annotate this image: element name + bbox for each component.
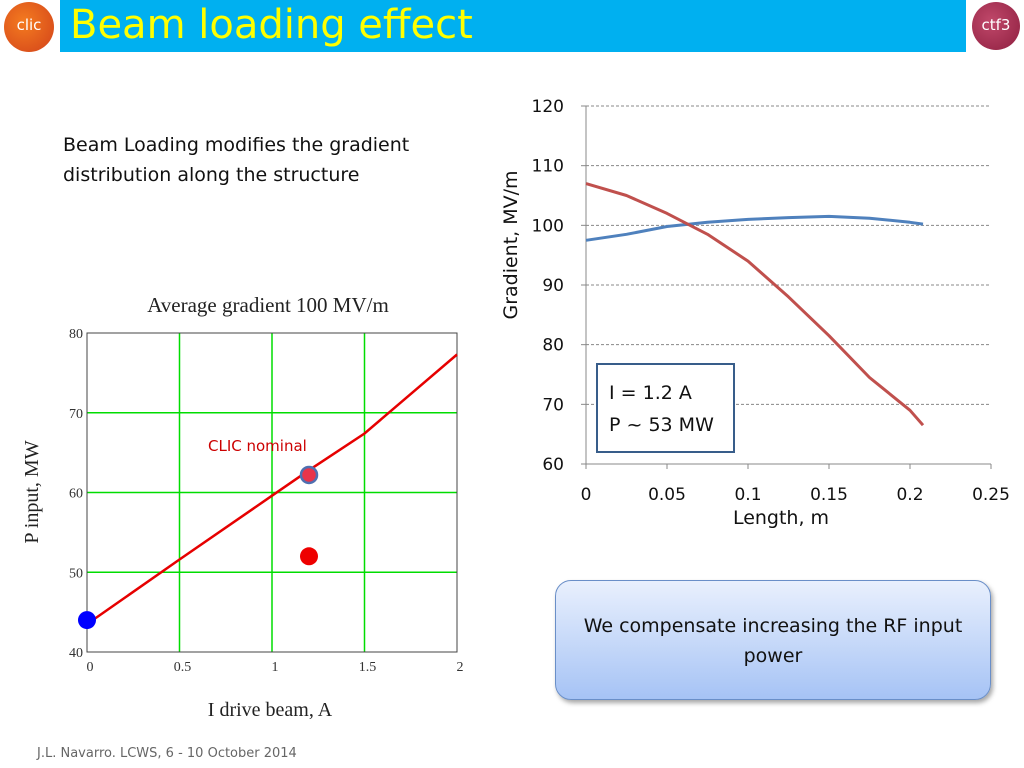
left-x-tick-label: 0: [87, 660, 94, 675]
ctf3-logo: ctf3: [972, 2, 1020, 50]
right-x-tick-label: 0.2: [896, 485, 923, 505]
right-y-tick-label: 120: [532, 97, 564, 117]
left-x-tick-label: 1: [272, 660, 279, 675]
right-x-tick-label: 0.05: [648, 485, 686, 505]
right-y-tick-label: 110: [532, 157, 564, 177]
left-y-tick-label: 70: [69, 407, 83, 422]
left-data-point: [299, 465, 319, 485]
left-chart-title: Average gradient 100 MV/m: [147, 293, 389, 317]
legend-box: I = 1.2 A P ~ 53 MW: [596, 363, 735, 453]
legend-line-power: P ~ 53 MW: [609, 414, 714, 436]
right-y-tick-label: 60: [542, 455, 564, 475]
left-x-tick-label: 2: [457, 660, 464, 675]
right-series-line: [585, 214, 924, 242]
left-series-line: [86, 353, 458, 626]
left-plot-frame: [86, 332, 458, 653]
left-x-tick-label: 0.5: [174, 660, 192, 675]
right-x-tick-label: 0: [581, 485, 592, 505]
right-y-tick-label: 100: [532, 216, 564, 236]
left-y-tick-label: 40: [69, 646, 83, 661]
left-y-tick-label: 50: [69, 566, 83, 581]
right-y-axis-label: Gradient, MV/m: [500, 170, 522, 319]
left-x-tick-label: 1.5: [359, 660, 377, 675]
right-x-axis-label: Length, m: [733, 507, 829, 529]
left-data-point: [300, 547, 318, 566]
left-grid: [87, 333, 457, 652]
callout-box: We compensate increasing the RF input po…: [555, 580, 991, 700]
slide-title: Beam loading effect: [70, 2, 473, 48]
left-y-axis-label: P input, MW: [21, 440, 43, 543]
left-points: [78, 465, 319, 630]
intro-text: Beam Loading modifies the gradient distr…: [63, 134, 410, 186]
right-ticks: 60 70 80 90 100 110 120 0 0.05 0.1 0.15 0.2 0.25: [532, 97, 1010, 505]
right-grid: [581, 105, 992, 469]
left-frame: [86, 332, 458, 653]
right-y-tick-label: 90: [542, 276, 564, 296]
left-series: [86, 353, 458, 626]
left-data-point: [78, 611, 96, 630]
right-series: [585, 182, 925, 427]
right-y-tick-label: 70: [542, 395, 564, 415]
right-x-tick-label: 0.15: [810, 485, 848, 505]
clic-nominal-label: CLIC nominal: [208, 437, 307, 455]
title-bar: Beam loading effect: [60, 0, 966, 52]
right-x-tick-label: 0.1: [734, 485, 761, 505]
left-ticks: 0 0.5 1 1.5 2 40 50 60 70 80: [69, 327, 464, 675]
right-y-tick-label: 80: [542, 336, 564, 356]
left-y-tick-label: 60: [69, 487, 83, 502]
clic-logo: clic: [4, 2, 54, 52]
left-x-axis-label: I drive beam, A: [208, 699, 333, 721]
left-y-tick-label: 80: [69, 327, 83, 342]
legend-line-current: I = 1.2 A: [609, 382, 692, 404]
footer-text: J.L. Navarro. LCWS, 6 - 10 October 2014: [37, 746, 297, 761]
right-series-line: [585, 182, 925, 427]
callout-text: We compensate increasing the RF input po…: [583, 615, 963, 667]
right-x-tick-label: 0.25: [972, 485, 1010, 505]
